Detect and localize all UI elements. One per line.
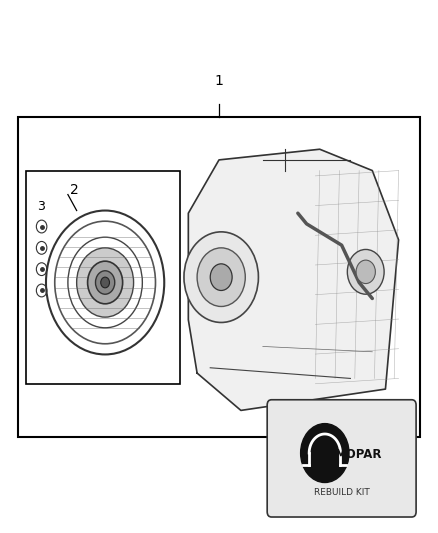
Circle shape	[88, 261, 123, 304]
Text: 2: 2	[70, 183, 79, 197]
Text: 4: 4	[287, 457, 296, 471]
Text: 1: 1	[215, 74, 223, 88]
Text: 3: 3	[37, 200, 45, 213]
Circle shape	[210, 264, 232, 290]
Circle shape	[356, 260, 375, 284]
Circle shape	[184, 232, 258, 322]
Bar	[18, 117, 420, 437]
Circle shape	[300, 424, 349, 482]
Circle shape	[95, 271, 115, 294]
Text: REBUILD KIT: REBUILD KIT	[314, 488, 370, 497]
FancyBboxPatch shape	[267, 400, 416, 517]
Circle shape	[197, 248, 245, 306]
Circle shape	[347, 249, 384, 294]
Bar	[26, 171, 180, 384]
Text: MOPAR: MOPAR	[335, 448, 382, 461]
Polygon shape	[188, 149, 399, 410]
Circle shape	[77, 248, 134, 317]
Circle shape	[101, 277, 110, 288]
